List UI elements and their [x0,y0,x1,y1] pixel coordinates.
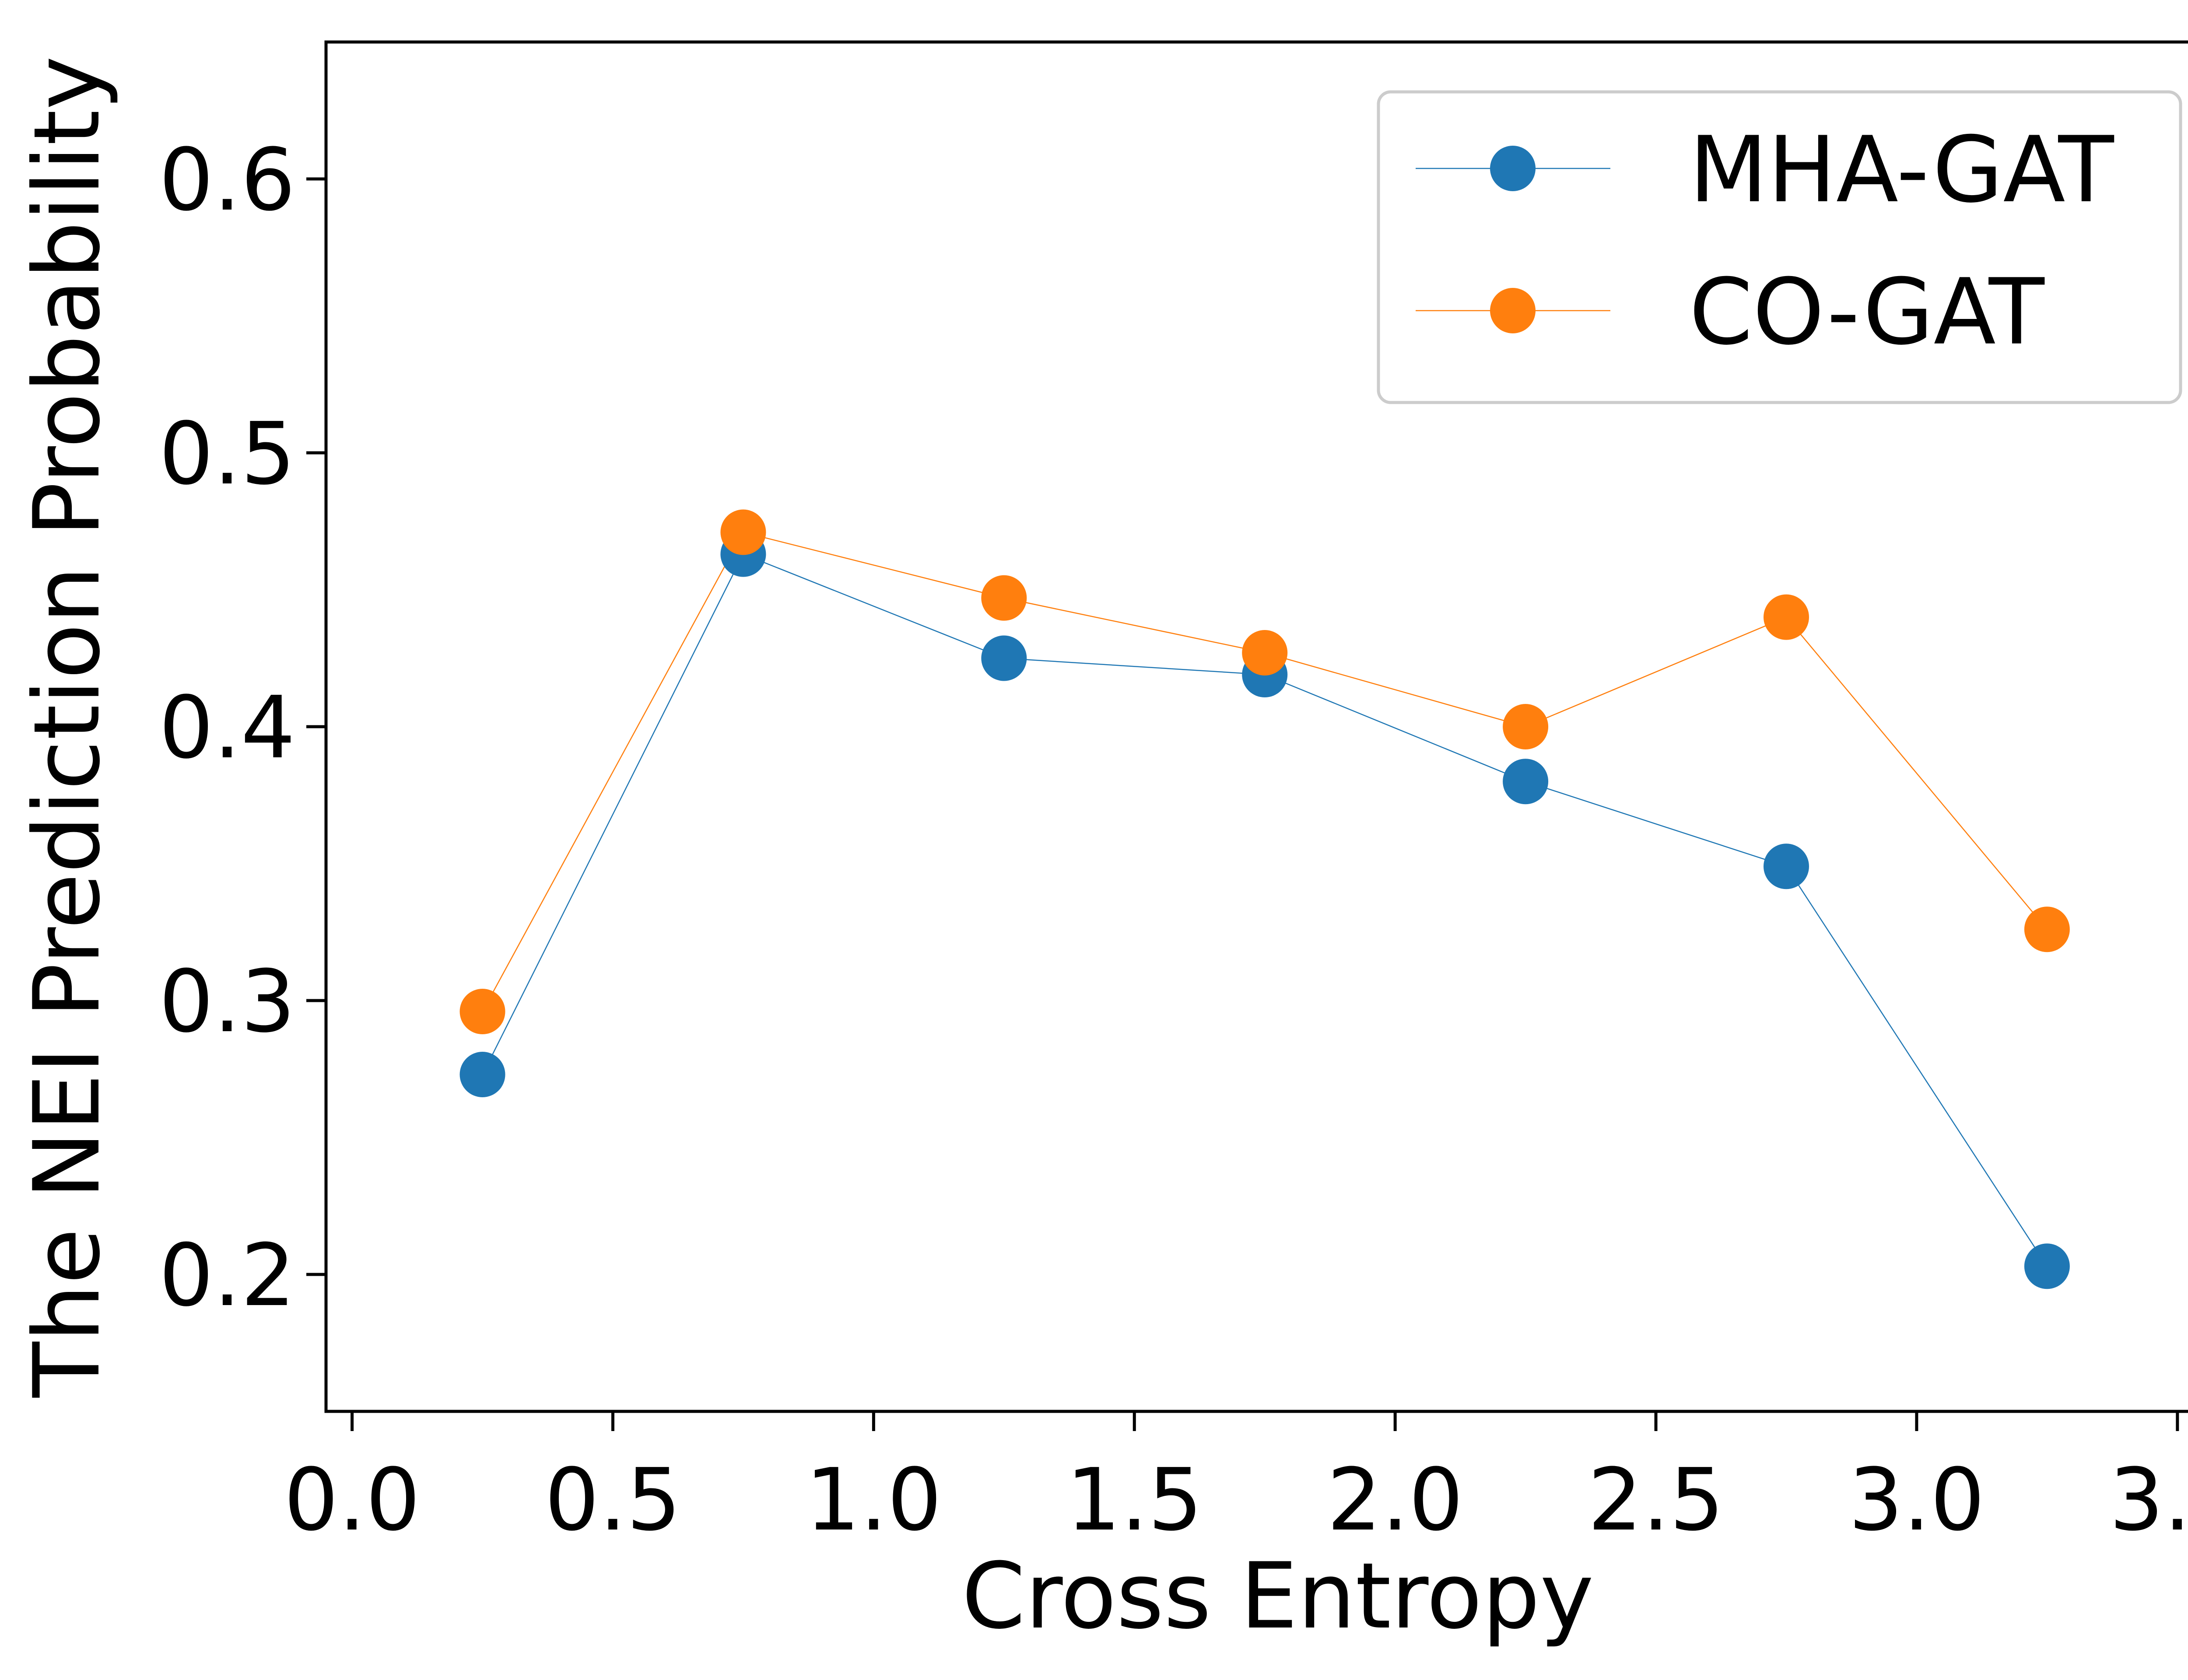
x-tick-label: 2.0 [1327,1450,1463,1550]
x-tick-label: 3.5 [2109,1450,2188,1550]
legend-box [1377,90,2182,404]
x-tick-label: 2.5 [1588,1450,1724,1550]
data-point-co-gat [1763,594,1809,640]
x-axis-title: Cross Entropy [962,1544,1594,1649]
y-tick-label: 0.6 [159,130,295,230]
x-axis-ticks: 0.0 0.5 1.0 1.5 2.0 2.5 3.0 3.5 [284,1411,2188,1550]
y-tick-label: 0.3 [159,952,295,1052]
data-point-mha-gat [1503,759,1549,805]
data-point-mha-gat [981,635,1027,681]
legend-marker-co-gat [1490,288,1536,333]
data-point-co-gat [1242,630,1288,676]
legend-marker-mha-gat [1490,146,1536,191]
x-tick-label: 1.0 [806,1450,942,1550]
data-point-mha-gat [1763,844,1809,889]
y-tick-label: 0.5 [159,404,295,504]
x-tick-label: 0.5 [545,1450,681,1550]
data-point-co-gat [720,509,766,555]
x-tick-label: 3.0 [1848,1450,1985,1550]
y-axis-title: The NEI Prediction Probability [14,56,120,1398]
y-axis-ticks: 0.2 0.3 0.4 0.5 0.6 [159,130,326,1326]
data-point-co-gat [2024,906,2070,952]
legend: MHA-GAT CO-GAT [1377,90,2182,404]
legend-label-co-gat: CO-GAT [1689,259,2045,365]
y-tick-label: 0.2 [159,1226,295,1326]
x-tick-label: 1.5 [1066,1450,1203,1550]
series-line-co-gat [482,532,2048,1012]
data-point-co-gat [981,575,1027,621]
data-point-co-gat [459,989,505,1035]
x-tick-label: 0.0 [284,1450,421,1550]
data-point-mha-gat [2024,1243,2070,1289]
y-tick-label: 0.4 [159,678,295,778]
series-markers-layer [459,509,2070,1289]
data-point-co-gat [1503,704,1549,749]
legend-label-mha-gat: MHA-GAT [1689,117,2114,223]
data-point-mha-gat [459,1052,505,1098]
